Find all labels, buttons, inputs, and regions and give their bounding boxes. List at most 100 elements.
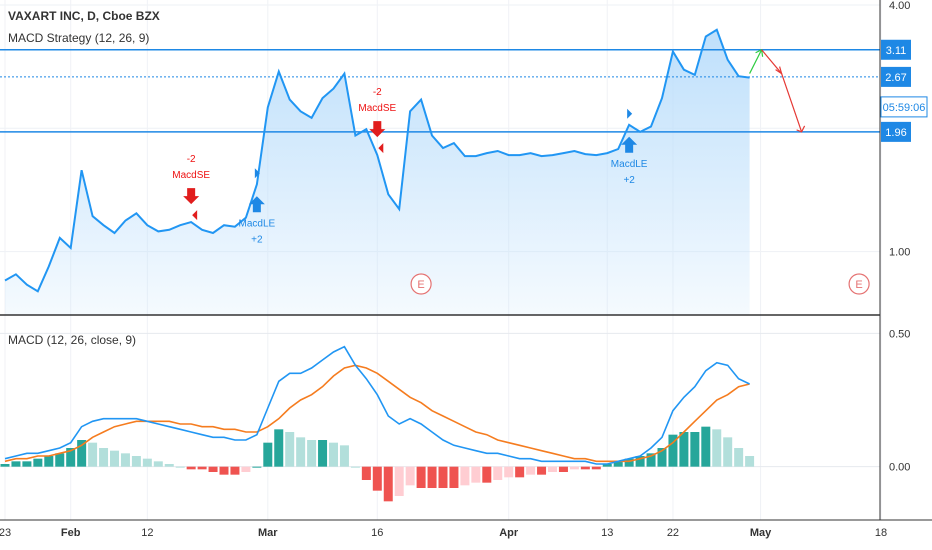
price-tag-box xyxy=(881,121,911,142)
histogram-bar xyxy=(394,466,404,496)
price-tag-box xyxy=(881,66,911,87)
histogram-bar xyxy=(668,434,678,467)
histogram-bar xyxy=(646,453,656,467)
histogram-bar xyxy=(537,466,547,475)
histogram-bar xyxy=(372,466,382,491)
price-tick-label: 4.00 xyxy=(889,0,910,12)
histogram-bar xyxy=(493,466,503,480)
time-axis[interactable]: 23 Feb 12 Mar 16 Apr 13 22 May 18 xyxy=(0,527,887,539)
histogram-bar xyxy=(99,448,109,467)
histogram-bar xyxy=(515,466,525,478)
sell-arrow-icon[interactable] xyxy=(183,188,200,205)
histogram-bar xyxy=(679,432,689,467)
signal-qty-label: +2 xyxy=(623,175,635,186)
histogram-bar xyxy=(405,466,415,486)
histogram-bar xyxy=(712,429,722,467)
signal-qty-label: -2 xyxy=(187,154,196,165)
time-tick-label: Mar xyxy=(258,527,278,539)
macd-axis[interactable]: 0.50 0.00 xyxy=(889,328,910,473)
buy-arrow-icon[interactable] xyxy=(621,136,638,153)
histogram-bar xyxy=(263,442,273,467)
histogram-bar xyxy=(219,466,229,475)
histogram-bar xyxy=(701,426,711,467)
histogram-bar xyxy=(350,466,360,468)
histogram-bar xyxy=(383,466,393,502)
arrowhead xyxy=(796,125,806,133)
histogram-bar xyxy=(548,466,557,472)
earnings-icon[interactable] xyxy=(410,273,432,295)
histogram-bar xyxy=(526,466,536,475)
histogram-bar xyxy=(339,445,349,467)
arrowhead xyxy=(775,66,783,75)
histogram-bar xyxy=(416,466,426,488)
time-tick-label: 12 xyxy=(141,527,153,539)
earnings-icon[interactable] xyxy=(848,273,870,295)
histogram-bar xyxy=(55,453,65,467)
countdown-label: 05:59:06 xyxy=(883,102,926,114)
price-axis[interactable]: 3.11 2.67 1.96 05:59:06 4.00 1.00 xyxy=(880,0,928,259)
histogram-bar xyxy=(296,437,306,467)
histogram-bar xyxy=(734,448,744,467)
time-tick-label: Apr xyxy=(499,527,519,539)
histogram-bar xyxy=(164,464,174,467)
histogram-bar xyxy=(77,440,87,467)
price-pane[interactable]: -2 MacdSE MacdLE +2 -2 MacdSE MacdLE +2 E E xyxy=(0,0,882,520)
signal-name-label: MacdLE xyxy=(611,159,648,170)
macd-title[interactable]: MACD (12, 26, close, 9) xyxy=(8,333,136,347)
signal-qty-label: -2 xyxy=(373,87,382,98)
symbol-title: VAXART INC, D, Cboe BZX xyxy=(8,9,160,23)
histogram-bar xyxy=(361,466,371,480)
histogram-bar xyxy=(657,448,667,467)
time-tick-label: 22 xyxy=(667,527,679,539)
histogram-bar xyxy=(427,466,437,488)
histogram-bar xyxy=(482,466,492,483)
time-tick-label: 18 xyxy=(875,527,887,539)
macd-pane[interactable] xyxy=(0,332,880,502)
histogram-bar xyxy=(241,466,251,472)
histogram-bar xyxy=(131,456,141,467)
histogram-bar xyxy=(449,466,459,488)
sell-arrow-icon[interactable] xyxy=(369,121,386,138)
histogram-bar xyxy=(613,461,623,467)
histogram-bar xyxy=(690,432,700,467)
histogram-bar xyxy=(230,466,240,475)
time-tick-label: 13 xyxy=(601,527,613,539)
histogram-bar xyxy=(142,458,152,467)
signal-qty-label: +2 xyxy=(251,234,263,245)
histogram-bar xyxy=(438,466,448,488)
macd-line xyxy=(4,345,750,465)
histogram-bar xyxy=(110,450,119,467)
histogram-bar xyxy=(624,458,634,467)
earnings-label: E xyxy=(417,279,424,291)
countdown-box xyxy=(880,96,928,118)
histogram-bar xyxy=(558,466,568,472)
time-tick-label: 16 xyxy=(371,527,383,539)
signal-name-label: MacdLE xyxy=(239,218,276,229)
histogram-bar xyxy=(591,466,601,470)
histogram-bar xyxy=(307,440,317,467)
strategy-title[interactable]: MACD Strategy (12, 26, 9) xyxy=(8,31,149,45)
histogram-bar xyxy=(208,466,218,472)
time-tick-label: 23 xyxy=(0,527,11,539)
histogram-bar xyxy=(329,442,338,467)
histogram-bar xyxy=(153,461,163,467)
histogram-bar xyxy=(274,429,284,467)
histogram-bar xyxy=(186,466,196,470)
buy-fill-marker-icon xyxy=(254,168,260,179)
buy-arrow-icon[interactable] xyxy=(248,196,265,213)
price-tag-label: 2.67 xyxy=(885,72,906,84)
histogram-bar xyxy=(504,466,514,478)
histogram-bar xyxy=(318,440,328,467)
histogram-bar xyxy=(44,456,54,467)
price-tag-label: 1.96 xyxy=(885,127,906,139)
histogram-bar xyxy=(580,466,590,470)
histogram-bar xyxy=(745,456,755,467)
histogram-bar xyxy=(460,466,470,486)
price-tag-box xyxy=(881,39,911,60)
price-line xyxy=(4,28,750,293)
macd-tick-label: 0.00 xyxy=(889,462,910,474)
histogram-bar xyxy=(285,432,295,467)
histogram-bar xyxy=(120,453,130,467)
